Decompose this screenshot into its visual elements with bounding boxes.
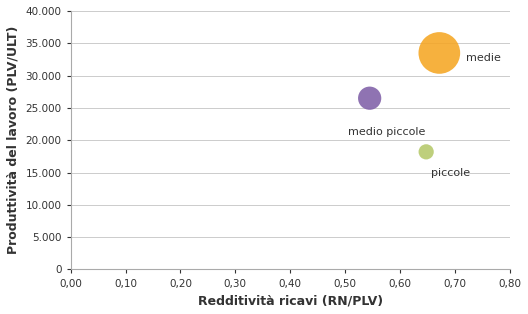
Point xyxy=(422,149,430,154)
Text: medie: medie xyxy=(466,53,501,63)
X-axis label: Redditività ricavi (RN/PLV): Redditività ricavi (RN/PLV) xyxy=(197,294,383,307)
Text: medio piccole: medio piccole xyxy=(348,127,425,137)
Text: piccole: piccole xyxy=(430,168,470,178)
Point xyxy=(365,96,374,101)
Point xyxy=(435,51,444,56)
Y-axis label: Produttività del lavoro (PLV/ULT): Produttività del lavoro (PLV/ULT) xyxy=(7,26,20,254)
